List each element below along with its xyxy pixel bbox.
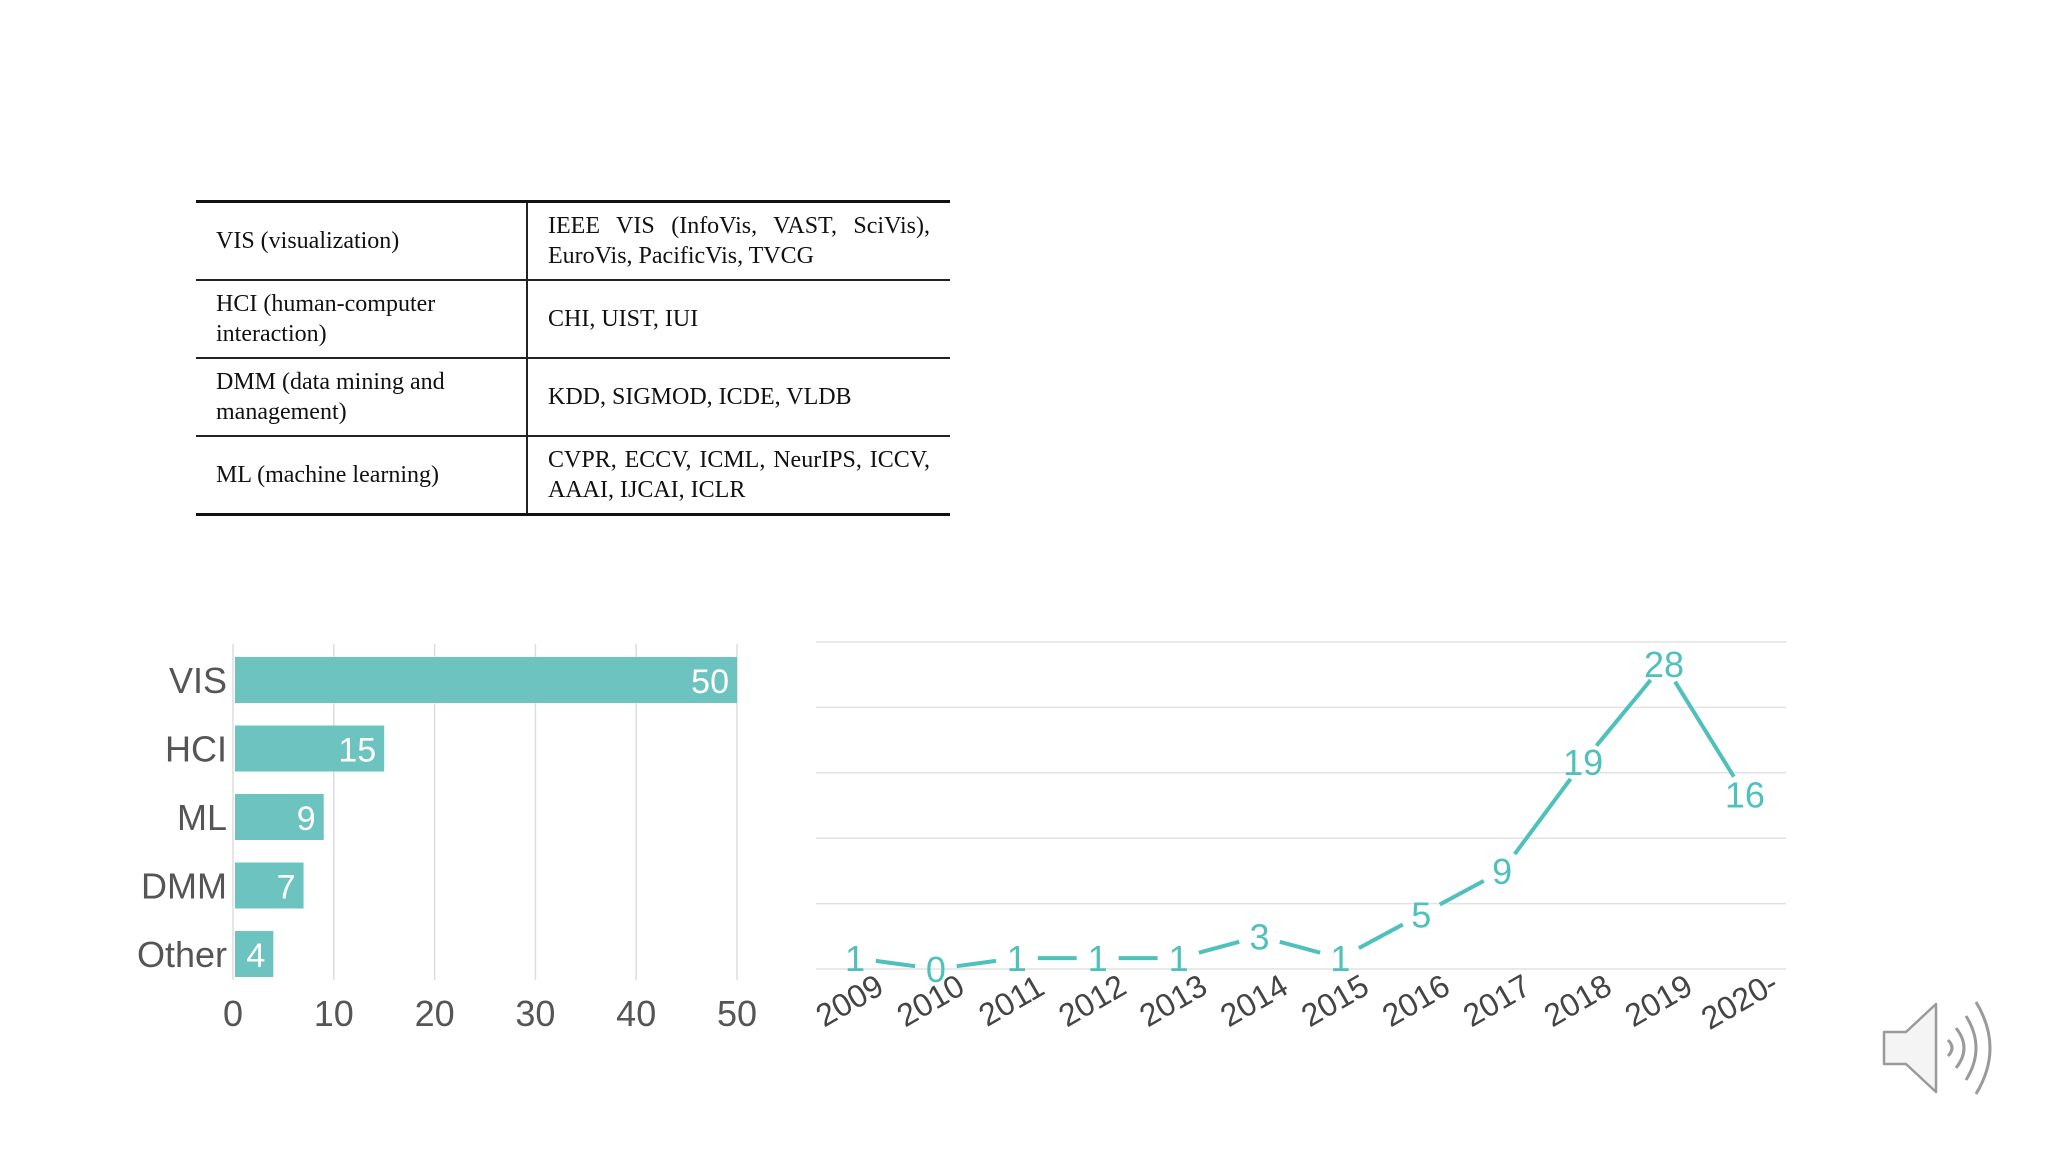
line-segment bbox=[1279, 939, 1321, 955]
bar-hci bbox=[235, 725, 385, 772]
data-label: 3 bbox=[1249, 916, 1269, 957]
bar-vis bbox=[235, 657, 737, 703]
x-tick-label: 10 bbox=[314, 993, 354, 1034]
line-segment bbox=[1513, 777, 1573, 856]
bar-value-label: 50 bbox=[691, 663, 729, 701]
bar-value-label: 4 bbox=[246, 937, 265, 975]
category-label: ML bbox=[177, 797, 227, 838]
speaker-volume-icon[interactable] bbox=[1880, 998, 2006, 1098]
line-segment bbox=[875, 958, 916, 969]
bar-ml bbox=[235, 794, 324, 840]
line-segment bbox=[1198, 939, 1240, 955]
data-label: 19 bbox=[1563, 742, 1603, 783]
table-row: VIS (visualization) IEEE VIS (InfoVis, V… bbox=[196, 201, 950, 280]
venues-cell: CVPR, ECCV, ICML, NeurIPS, ICCV, AAAI, I… bbox=[527, 435, 950, 515]
data-label: 9 bbox=[1492, 851, 1512, 892]
data-label: 5 bbox=[1411, 895, 1431, 936]
data-label: 1 bbox=[845, 938, 865, 979]
data-label: 0 bbox=[926, 949, 946, 990]
field-cell: ML (machine learning) bbox=[196, 435, 528, 515]
line-segment bbox=[1594, 678, 1653, 747]
data-label: 1 bbox=[1169, 938, 1189, 979]
field-cell: VIS (visualization) bbox=[196, 201, 528, 280]
data-label: 1 bbox=[1330, 938, 1350, 979]
field-cell: DMM (data mining and management) bbox=[196, 357, 528, 436]
bar-value-label: 7 bbox=[277, 869, 296, 907]
venue-table: VIS (visualization) IEEE VIS (InfoVis, V… bbox=[196, 200, 950, 516]
venues-cell: KDD, SIGMOD, ICDE, VLDB bbox=[527, 357, 950, 436]
data-label: 28 bbox=[1644, 644, 1684, 685]
x-tick-label: 2014 bbox=[1214, 967, 1294, 1034]
category-label: Other bbox=[137, 934, 227, 975]
x-tick-label: 50 bbox=[717, 993, 757, 1034]
field-cell: HCI (human-computer interaction) bbox=[196, 279, 528, 358]
table-row: DMM (data mining and management) KDD, SI… bbox=[196, 357, 950, 436]
data-label: 1 bbox=[1088, 938, 1108, 979]
venues-cell: CHI, UIST, IUI bbox=[527, 279, 950, 358]
x-tick-label: 0 bbox=[223, 993, 243, 1034]
x-tick-label: 40 bbox=[616, 993, 656, 1034]
bar-value-label: 9 bbox=[297, 800, 316, 838]
x-tick-label: 2017 bbox=[1457, 967, 1537, 1034]
bar-other bbox=[235, 931, 274, 977]
table-row: HCI (human-computer interaction) CHI, UI… bbox=[196, 279, 950, 358]
data-label: 16 bbox=[1725, 775, 1765, 816]
venue-count-bar-chart: 0 10 20 30 40 50 50 VIS 15 HCI 9 ML 7 DMM 4 Other bbox=[137, 644, 757, 1034]
x-tick-label: 2020- bbox=[1695, 964, 1784, 1036]
table-row: ML (machine learning) CVPR, ECCV, ICML, … bbox=[196, 435, 950, 515]
x-tick-label: 20 bbox=[415, 993, 455, 1034]
x-tick-label: 30 bbox=[515, 993, 555, 1034]
data-label: 1 bbox=[1007, 938, 1027, 979]
line-segment bbox=[1438, 879, 1485, 907]
line-segment bbox=[1673, 680, 1736, 778]
line-segment bbox=[956, 958, 997, 969]
x-tick-label: 2018 bbox=[1538, 967, 1618, 1034]
line-segment bbox=[1357, 922, 1404, 950]
x-tick-label: 2019 bbox=[1619, 967, 1699, 1034]
category-label: HCI bbox=[165, 729, 227, 770]
category-label: DMM bbox=[141, 866, 227, 907]
x-tick-label: 2016 bbox=[1376, 967, 1456, 1034]
venues-cell: IEEE VIS (InfoVis, VAST, SciVis), EuroVi… bbox=[548, 213, 930, 269]
bar-dmm bbox=[235, 862, 304, 909]
category-label: VIS bbox=[169, 660, 227, 701]
bar-value-label: 15 bbox=[338, 732, 376, 770]
